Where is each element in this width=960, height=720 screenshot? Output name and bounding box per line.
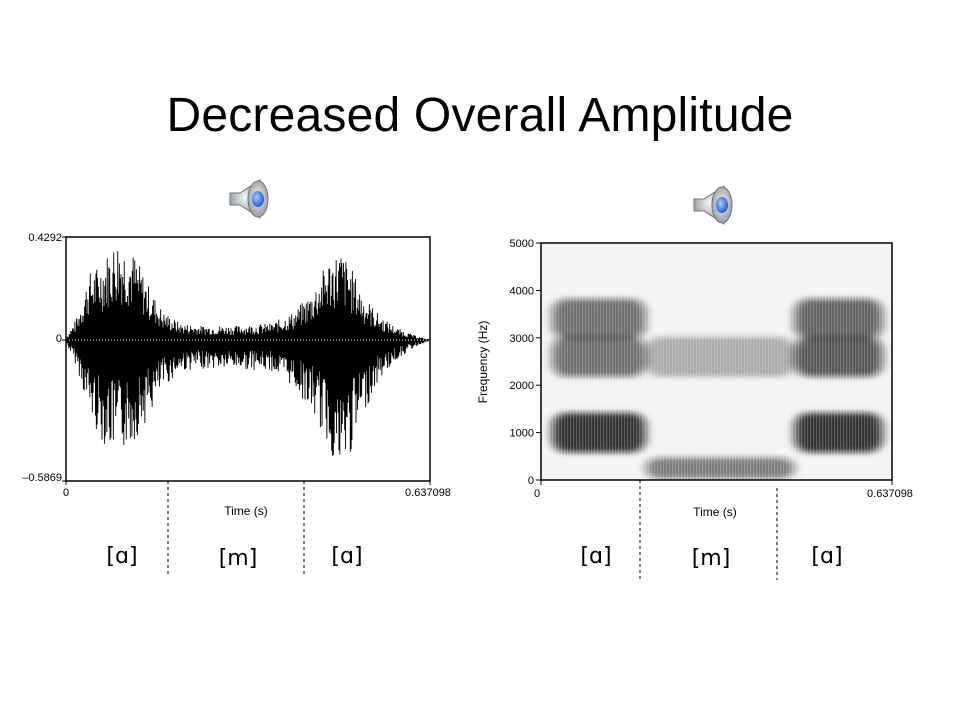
x-tick-start: 0 xyxy=(534,488,540,500)
x-tick-start: 0 xyxy=(63,487,69,499)
speaker-icon[interactable] xyxy=(686,182,736,228)
speaker-icon-graphic xyxy=(693,185,733,225)
x-tick-end: 0.637098 xyxy=(867,488,913,500)
y-tick-label: 5000 xyxy=(510,238,534,250)
waveform-axis: 0.4292 0 –0.5869 0 0.637098 Time (s) xyxy=(22,232,451,518)
x-axis-title: Time (s) xyxy=(224,504,268,518)
x-tick-end: 0.637098 xyxy=(405,487,451,499)
y-tick-label: 1000 xyxy=(510,428,534,440)
spectrogram-frame xyxy=(540,242,893,481)
segment-label-a1: [ɑ] xyxy=(106,544,137,569)
segment-label-m: [m] xyxy=(692,546,731,571)
y-tick-label: 4000 xyxy=(510,285,534,297)
y-tick-zero: 0 xyxy=(56,333,62,345)
y-tick-label: 2000 xyxy=(510,380,534,392)
spectrogram-area xyxy=(541,243,892,480)
waveform-trace xyxy=(66,251,430,456)
segment-label-a2: [ɑ] xyxy=(331,544,362,569)
spectrogram-y-ticks: 5000 4000 3000 2000 1000 0 xyxy=(510,238,893,487)
x-axis-title: Time (s) xyxy=(693,505,737,519)
segment-label-m: [m] xyxy=(219,546,258,571)
speaker-icon-graphic xyxy=(229,179,269,219)
spectrogram-segments: [ɑ] [m] [ɑ] xyxy=(580,480,843,580)
y-tick-label: 3000 xyxy=(510,333,534,345)
speaker-icon[interactable] xyxy=(222,176,272,222)
waveform-trace-group xyxy=(66,251,430,456)
y-tick-max: 0.4292 xyxy=(28,232,62,244)
y-tick-label: 0 xyxy=(528,475,534,487)
spectrogram-striations xyxy=(541,243,892,480)
waveform-frame xyxy=(65,236,431,482)
segment-label-a1: [ɑ] xyxy=(580,544,611,569)
y-tick-min: –0.5869 xyxy=(22,472,62,484)
segment-label-a2: [ɑ] xyxy=(811,544,842,569)
y-axis-title: Frequency (Hz) xyxy=(476,321,490,404)
waveform-segments: [ɑ] [m] [ɑ] xyxy=(106,481,363,576)
slide-title: Decreased Overall Amplitude xyxy=(166,89,794,142)
